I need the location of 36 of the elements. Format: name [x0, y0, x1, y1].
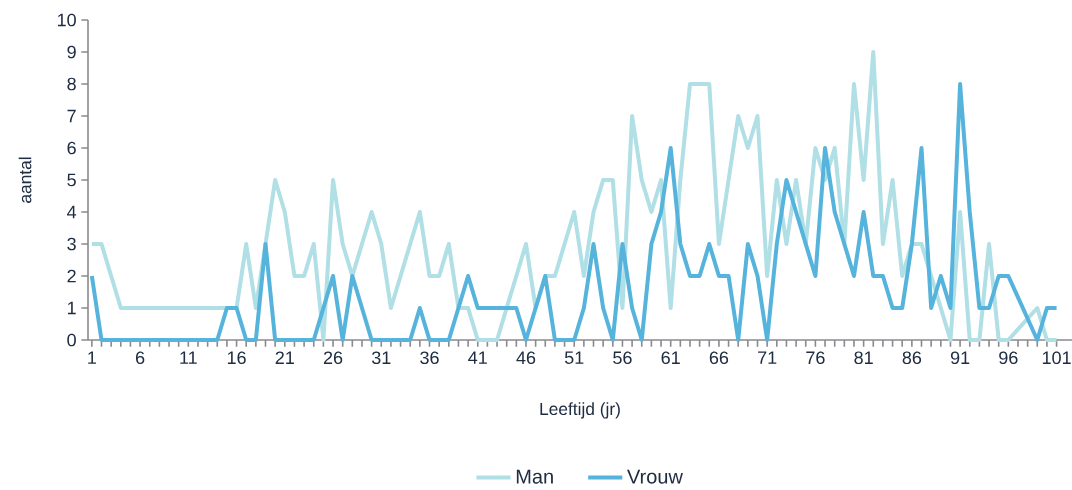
x-tick-label: 26 [323, 351, 343, 365]
legend-label: Man [516, 469, 553, 484]
x-tick-label: 46 [516, 351, 536, 365]
legend-label: Vrouw [627, 469, 683, 484]
x-tick-label: 101 [1042, 351, 1071, 365]
x-tick-label: 51 [564, 351, 584, 364]
x-tick-label: 66 [709, 351, 729, 365]
x-tick-label: 81 [854, 351, 873, 365]
y-tick-label: 4 [67, 205, 77, 219]
y-tick-label: 10 [57, 13, 76, 27]
y-tick-label: 5 [67, 173, 76, 187]
x-tick-label: 16 [227, 351, 246, 365]
x-tick-label: 91 [950, 351, 970, 365]
y-axis-title: aantal [18, 157, 32, 203]
x-tick-label: 31 [371, 351, 391, 365]
y-tick-label: 2 [67, 269, 76, 283]
x-tick-label: 76 [806, 351, 825, 365]
y-tick-label: 8 [67, 77, 76, 91]
y-tick-label: 3 [67, 237, 76, 251]
x-tick-label: 56 [613, 351, 632, 365]
x-tick-label: 41 [468, 351, 487, 364]
x-tick-label: 6 [136, 351, 145, 365]
x-tick-label: 61 [661, 351, 680, 365]
x-tick-label: 21 [275, 351, 294, 364]
x-tick-label: 36 [420, 351, 439, 365]
x-tick-label: 11 [180, 351, 197, 364]
x-tick-label: 71 [758, 351, 777, 364]
x-tick-label: 96 [999, 351, 1018, 365]
x-tick-label: 1 [88, 351, 96, 364]
x-tick-label: 86 [902, 351, 922, 365]
y-tick-label: 9 [67, 45, 76, 59]
y-tick-label: 7 [67, 109, 76, 123]
y-tick-label: 0 [67, 333, 76, 347]
y-tick-label: 1 [67, 301, 76, 315]
y-tick-label: 6 [67, 141, 76, 155]
x-axis-title: Leeftijd (jr) [540, 402, 620, 419]
